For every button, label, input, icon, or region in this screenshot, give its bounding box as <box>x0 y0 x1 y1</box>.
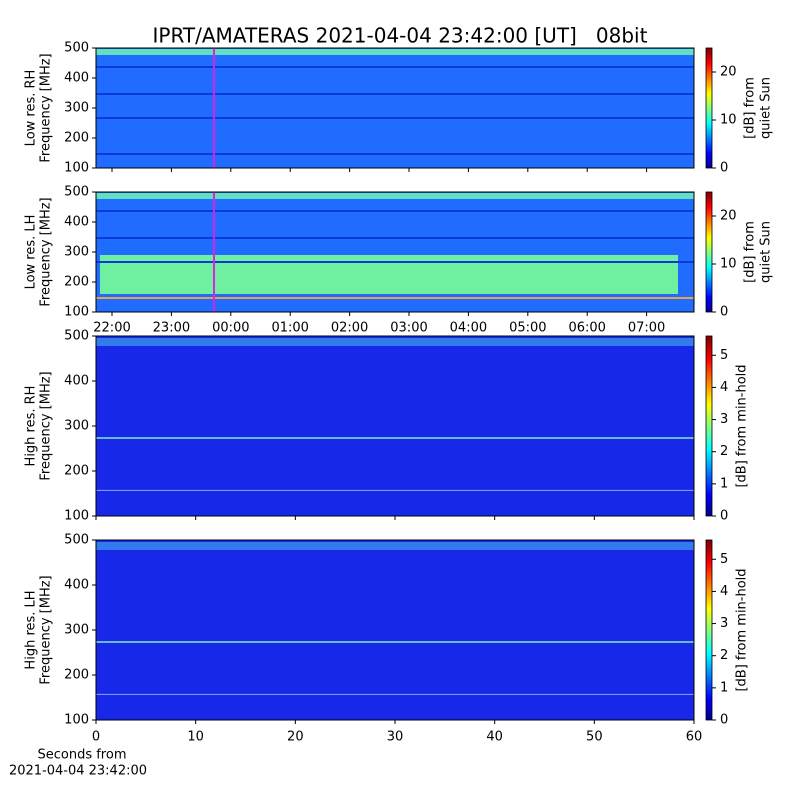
y-tick-label: 300 <box>64 419 89 434</box>
spectrogram-line <box>96 66 694 68</box>
y-tick-label: 400 <box>64 374 89 389</box>
colorbar-tick-label: 4 <box>720 380 728 395</box>
colorbar <box>705 191 713 313</box>
colorbar-tick-label: 20 <box>720 65 737 80</box>
spectrogram-line <box>96 489 694 491</box>
y-axis-label: Low res. LH <box>24 215 39 290</box>
y-axis-label: High res. LH <box>24 590 39 669</box>
spectrogram-line <box>96 237 694 239</box>
y-tick-label: 400 <box>64 578 89 593</box>
sun-marker <box>213 48 215 168</box>
y-tick-label: 200 <box>64 668 89 683</box>
y-tick-label: 300 <box>64 623 89 638</box>
x-tick-label: 06:00 <box>568 321 605 336</box>
spectrogram-line <box>96 117 694 119</box>
x-tick-label: 05:00 <box>509 321 546 336</box>
spectrogram-line <box>96 693 694 695</box>
y-axis-label: Frequency [MHz] <box>39 575 54 684</box>
colorbar-tick-label: 10 <box>720 257 737 272</box>
colorbar-label: quiet Sun <box>759 221 774 283</box>
spectrogram-band <box>96 193 694 199</box>
colorbar-tick-label: 3 <box>720 616 728 631</box>
colorbar-tick-label: 0 <box>720 161 728 176</box>
colorbar-label: [dB] from <box>743 77 758 139</box>
colorbar-tick-label: 20 <box>720 209 737 224</box>
y-tick-label: 400 <box>64 71 89 86</box>
spectrogram-line <box>96 297 694 299</box>
spectrogram-band <box>96 338 694 346</box>
x-tick-label: 10 <box>187 730 204 745</box>
y-tick-label: 200 <box>64 275 89 290</box>
colorbar-tick-label: 5 <box>720 552 728 567</box>
x-tick-label: 22:00 <box>93 321 130 336</box>
x-tick-label: 23:00 <box>153 321 190 336</box>
y-tick-label: 100 <box>64 509 89 524</box>
colorbar-label: [dB] from min-hold <box>735 568 750 691</box>
y-axis-label: High res. RH <box>24 386 39 467</box>
x-axis-label: 2021-04-04 23:42:00 <box>9 764 147 779</box>
colorbar-tick-label: 5 <box>720 348 728 363</box>
x-tick-label: 40 <box>486 730 503 745</box>
y-tick-label: 500 <box>64 41 89 56</box>
sun-marker <box>213 192 215 312</box>
colorbar-tick-label: 1 <box>720 680 728 695</box>
spectrogram <box>96 336 694 516</box>
x-tick-label: 50 <box>586 730 603 745</box>
x-tick-label: 60 <box>686 730 703 745</box>
x-tick-label: 07:00 <box>628 321 665 336</box>
y-axis-label: Frequency [MHz] <box>39 371 54 480</box>
spectrogram-line <box>96 153 694 155</box>
y-tick-label: 500 <box>64 533 89 548</box>
colorbar-label: quiet Sun <box>759 77 774 139</box>
x-tick-label: 02:00 <box>331 321 368 336</box>
y-tick-label: 500 <box>64 185 89 200</box>
y-axis-label: Low res. RH <box>24 70 39 147</box>
colorbar-tick-label: 0 <box>720 305 728 320</box>
colorbar <box>705 335 713 517</box>
colorbar-label: [dB] from <box>743 221 758 283</box>
y-tick-label: 200 <box>64 131 89 146</box>
colorbar <box>705 539 713 721</box>
y-tick-label: 100 <box>64 713 89 728</box>
colorbar-tick-label: 10 <box>720 113 737 128</box>
x-tick-label: 04:00 <box>450 321 487 336</box>
spectrogram-line <box>96 210 694 212</box>
y-tick-label: 100 <box>64 161 89 176</box>
spectrogram <box>96 540 694 720</box>
spectrogram-line <box>96 93 694 95</box>
colorbar-tick-label: 0 <box>720 713 728 728</box>
y-tick-label: 100 <box>64 305 89 320</box>
colorbar-tick-label: 2 <box>720 444 728 459</box>
colorbar <box>705 47 713 169</box>
x-tick-label: 03:00 <box>390 321 427 336</box>
y-tick-label: 500 <box>64 329 89 344</box>
y-axis-label: Frequency [MHz] <box>39 53 54 162</box>
y-tick-label: 200 <box>64 464 89 479</box>
spectrogram-line <box>96 641 694 643</box>
y-tick-label: 300 <box>64 101 89 116</box>
y-tick-label: 300 <box>64 245 89 260</box>
x-tick-label: 00:00 <box>212 321 249 336</box>
x-tick-label: 0 <box>92 730 100 745</box>
spectrogram-line <box>96 437 694 439</box>
colorbar-tick-label: 3 <box>720 412 728 427</box>
colorbar-tick-label: 2 <box>720 648 728 663</box>
spectrogram-line <box>96 261 694 263</box>
colorbar-tick-label: 4 <box>720 584 728 599</box>
spectrogram-band <box>96 542 694 550</box>
colorbar-tick-label: 0 <box>720 509 728 524</box>
spectrogram-band <box>100 255 678 294</box>
spectrogram-band <box>96 49 694 55</box>
x-tick-label: 30 <box>387 730 404 745</box>
colorbar-label: [dB] from min-hold <box>735 364 750 487</box>
colorbar-tick-label: 1 <box>720 476 728 491</box>
x-axis-label: Seconds from <box>37 748 126 763</box>
x-tick-label: 01:00 <box>271 321 308 336</box>
y-tick-label: 400 <box>64 215 89 230</box>
y-axis-label: Frequency [MHz] <box>39 197 54 306</box>
x-tick-label: 20 <box>287 730 304 745</box>
chart-title: IPRT/AMATERAS 2021-04-04 23:42:00 [UT] 0… <box>153 24 648 48</box>
